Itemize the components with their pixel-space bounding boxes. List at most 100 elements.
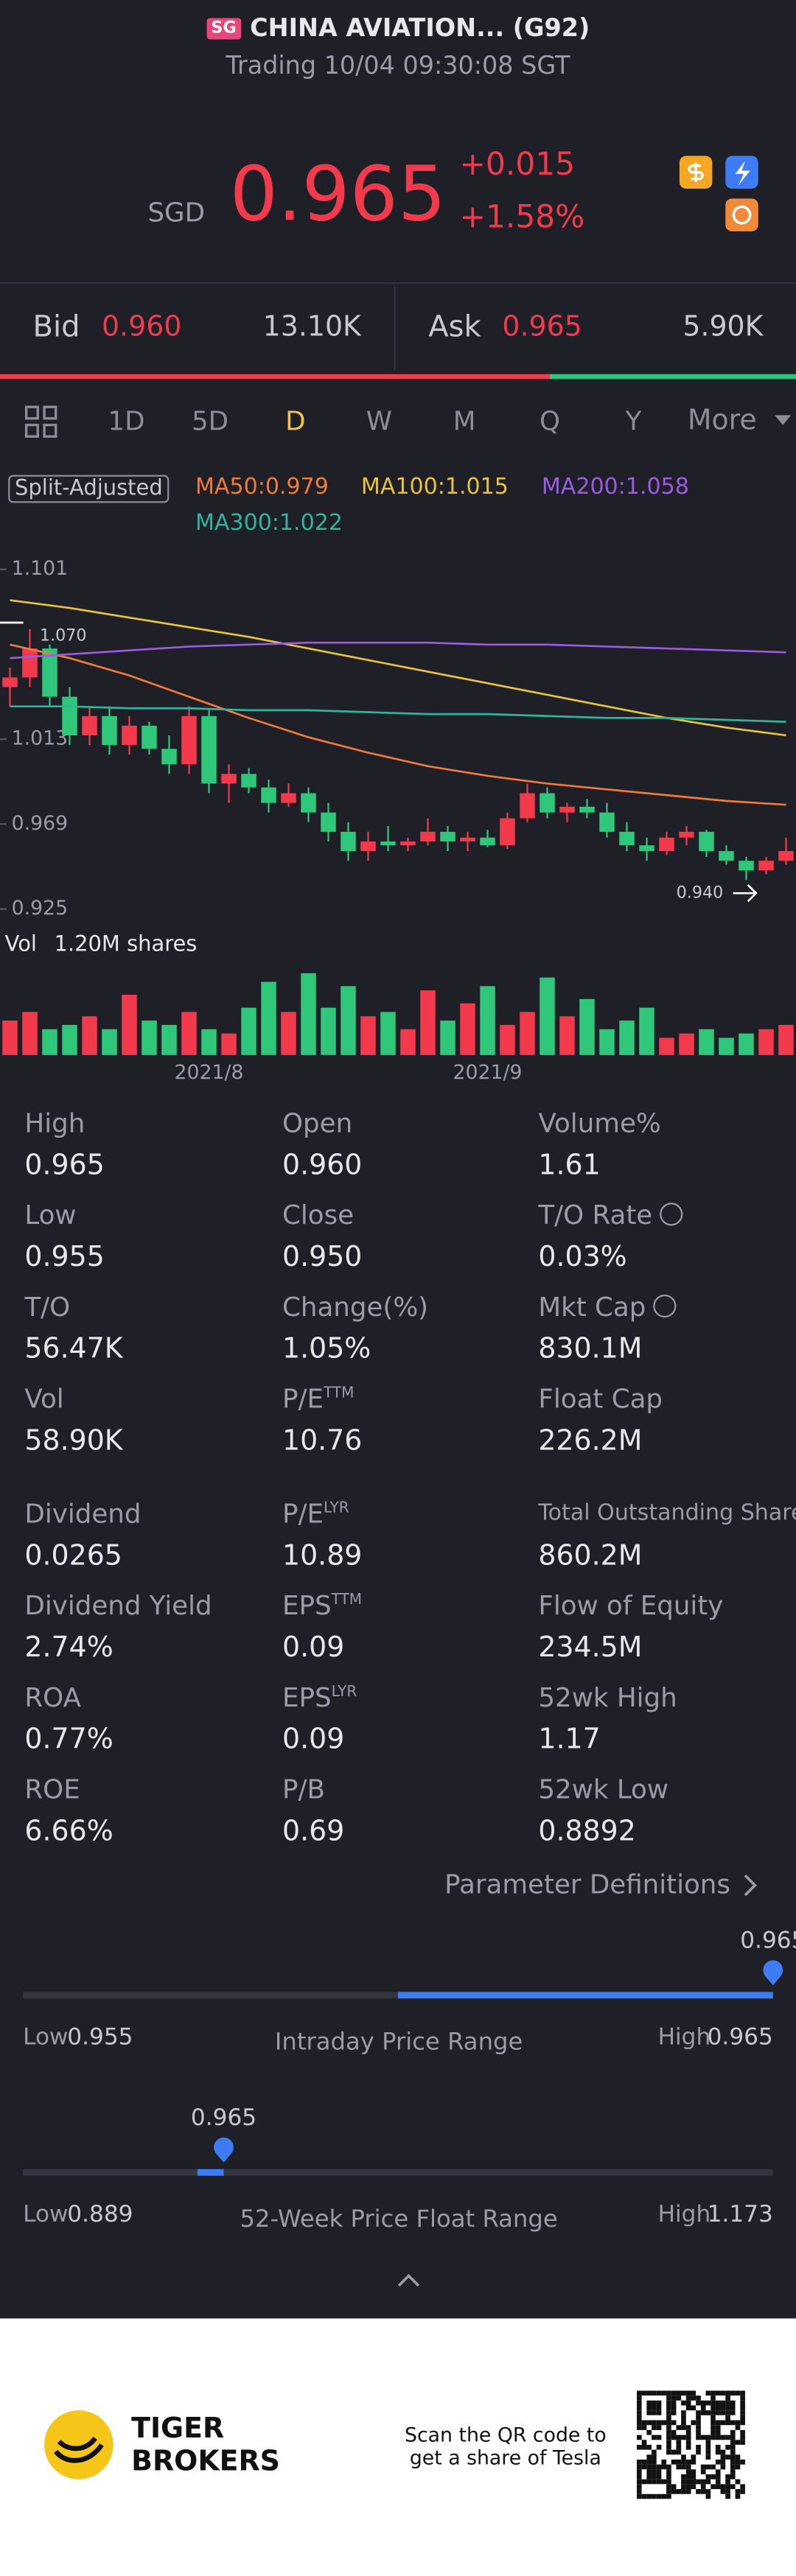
stat-label-text: ROE <box>24 1774 80 1805</box>
tab[interactable]: W <box>366 405 393 437</box>
stat-value: 56.47K <box>24 1333 123 1366</box>
candle-body <box>380 841 396 846</box>
qr-cell <box>646 2400 652 2406</box>
qr-cell <box>725 2400 730 2406</box>
y-tick-label: 0.925 <box>12 897 68 920</box>
qr-cell <box>735 2454 741 2460</box>
qr-cell <box>636 2484 642 2490</box>
candle-body <box>62 696 77 735</box>
qr-cell <box>666 2420 671 2426</box>
stat-label-text: Change(%) <box>282 1291 429 1323</box>
candle-body <box>420 831 436 841</box>
qr-cell <box>696 2444 701 2450</box>
qr-cell <box>685 2484 691 2490</box>
stat-label-text: Vol <box>24 1383 64 1415</box>
stat-label: Change(%) <box>282 1294 428 1321</box>
qr-cell <box>711 2474 716 2479</box>
qr-cell <box>671 2459 677 2465</box>
volume-bar <box>360 1016 376 1055</box>
stat-label: T/O Rate <box>538 1202 682 1229</box>
qr-cell <box>636 2420 642 2426</box>
qr-cell <box>730 2415 736 2421</box>
volume-bar <box>22 1012 38 1055</box>
qr-cell <box>656 2390 662 2396</box>
qr-cell <box>730 2469 736 2475</box>
stat-label: EPSTTM <box>282 1592 362 1620</box>
collapse-chevron[interactable] <box>396 2272 422 2289</box>
volume-bar <box>380 1012 396 1055</box>
candle-body <box>221 774 237 784</box>
qr-cell <box>740 2440 745 2445</box>
qr-cell <box>715 2415 721 2421</box>
tab-more[interactable]: More <box>687 404 757 438</box>
qr-cell <box>705 2474 711 2479</box>
tab[interactable]: Y <box>625 405 642 437</box>
tab-active[interactable]: D <box>285 405 306 437</box>
stat-value: 0.950 <box>282 1241 363 1275</box>
adjust-label[interactable]: Split-Adjusted <box>8 475 170 503</box>
info-icon[interactable] <box>652 1294 676 1318</box>
qr-cell <box>681 2415 686 2421</box>
qr-cell <box>696 2425 701 2430</box>
qr-cell <box>685 2469 691 2475</box>
qr-cell <box>666 2489 671 2494</box>
tab[interactable]: M <box>453 405 476 437</box>
bid-label: Bid <box>32 309 80 345</box>
qr-cell <box>666 2469 671 2475</box>
qr-cell <box>661 2395 667 2401</box>
qr-cell <box>705 2449 711 2455</box>
stat-label: Float Cap <box>538 1386 663 1413</box>
qr-cell <box>700 2410 706 2415</box>
volume-bar <box>480 986 495 1055</box>
qr-cell <box>705 2435 711 2440</box>
tab[interactable]: Q <box>539 405 561 437</box>
price: 0.965 <box>229 149 447 238</box>
tab[interactable]: 5D <box>191 405 229 437</box>
param-link[interactable]: Parameter Definitions <box>444 1869 730 1900</box>
qr-cell <box>705 2489 711 2494</box>
candle-body <box>2 677 18 687</box>
qr-cell <box>676 2449 682 2455</box>
qr-cell <box>715 2469 721 2475</box>
stat-value: 0.09 <box>282 1631 345 1665</box>
volume-bar <box>221 1033 237 1055</box>
volume-bar <box>42 1029 57 1055</box>
feature-icons[interactable] <box>676 153 761 238</box>
range-track <box>23 2169 773 2176</box>
stat-value: 58.90K <box>24 1424 123 1458</box>
qr-cell <box>735 2479 741 2485</box>
qr-cell <box>636 2489 642 2494</box>
volume-bar <box>500 1024 515 1055</box>
qr-cell <box>646 2454 652 2460</box>
ma-legend: MA200:1.058 <box>542 474 689 500</box>
tab[interactable]: 1D <box>108 405 145 437</box>
qr-cell <box>715 2429 721 2435</box>
volume-bar <box>301 973 316 1055</box>
qr-cell <box>685 2405 691 2411</box>
qr-cell <box>671 2449 677 2455</box>
volume-bar <box>261 981 276 1055</box>
candle-body <box>699 831 714 852</box>
qr-cell <box>705 2444 711 2450</box>
qr-cell <box>676 2390 682 2396</box>
qr-cell <box>671 2410 677 2415</box>
candle-body <box>679 831 694 838</box>
candle-body <box>599 812 615 832</box>
volume-bar <box>341 986 356 1055</box>
qr-code <box>636 2390 745 2499</box>
volume-bar <box>161 1024 177 1055</box>
info-icon[interactable] <box>659 1203 682 1226</box>
qr-cell <box>656 2410 662 2415</box>
candle-body <box>281 793 296 803</box>
ma-legend: MA300:1.022 <box>195 510 343 536</box>
qr-cell <box>720 2459 726 2465</box>
qr-cell <box>666 2479 671 2485</box>
qr-cell <box>715 2484 721 2490</box>
qr-cell <box>691 2405 696 2411</box>
stat-label-text: Total Outstanding Shares <box>538 1499 796 1527</box>
qr-cell <box>711 2429 716 2435</box>
layout-icon[interactable] <box>24 405 57 438</box>
qr-cell <box>656 2405 662 2411</box>
qr-cell <box>636 2479 642 2485</box>
qr-cell <box>661 2390 667 2396</box>
